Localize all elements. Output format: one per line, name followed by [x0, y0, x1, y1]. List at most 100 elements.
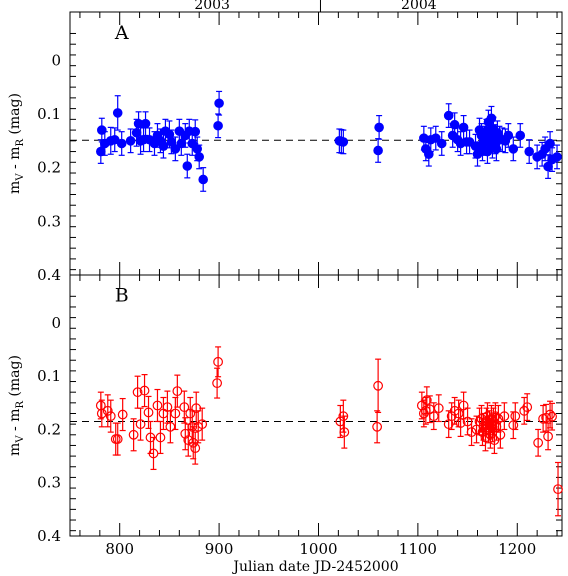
y-label-part: - m — [7, 147, 23, 174]
data-point — [170, 136, 181, 162]
marker-filled — [125, 136, 136, 146]
y-tick-label: 0.3 — [37, 212, 61, 230]
data-point — [515, 123, 526, 148]
data-point — [547, 402, 557, 431]
data-point — [524, 139, 535, 164]
marker-open — [190, 443, 201, 454]
data-point — [466, 418, 477, 447]
data-point — [213, 346, 223, 378]
data-point — [112, 95, 123, 131]
marker-filled — [338, 137, 349, 147]
data-point — [125, 128, 136, 154]
data-point — [128, 418, 139, 452]
marker-open — [543, 431, 553, 442]
marker-open — [522, 402, 533, 412]
y-axis-label: mV - mR (mag) — [7, 355, 26, 456]
data-point — [508, 411, 519, 440]
data-point — [190, 119, 201, 145]
data-point — [116, 131, 127, 156]
data-point — [508, 136, 519, 162]
marker-open — [132, 387, 143, 398]
marker-open — [112, 434, 123, 444]
marker-open — [495, 429, 506, 440]
x-axis: 800 900 1000 1100 1200 Julian date JD-2452000 — [105, 540, 536, 575]
marker-filled — [515, 130, 526, 141]
x-tick-label: 900 — [205, 540, 234, 558]
marker-open — [143, 407, 154, 418]
marker-filled — [449, 119, 460, 130]
y-tick-label: 0.1 — [37, 367, 61, 385]
panel-letter: B — [115, 285, 129, 307]
data-point — [543, 422, 553, 451]
marker-open — [372, 421, 383, 432]
y-tick-label: 0.3 — [37, 474, 61, 492]
y-tick-label: 0 — [51, 314, 61, 332]
marker-open — [433, 403, 444, 414]
marker-filled — [140, 118, 151, 129]
data-point — [213, 113, 223, 139]
y-label-part: m — [7, 443, 23, 456]
marker-open — [135, 419, 146, 430]
panel-b: 0 0.1 0.2 0.3 0.4 BmV - mR (mag) — [7, 274, 563, 545]
y-label-part: m — [7, 181, 23, 194]
marker-filled — [176, 138, 187, 149]
data-point — [197, 407, 208, 441]
data-point — [449, 112, 460, 138]
marker-filled — [545, 138, 555, 149]
data-point — [179, 390, 190, 424]
data-point — [110, 422, 121, 456]
data-point — [158, 133, 169, 159]
marker-open — [338, 411, 349, 422]
y-label-part: V — [15, 173, 26, 182]
y-axis-label: mV - mR (mag) — [7, 93, 26, 194]
data-point — [338, 129, 349, 155]
data-point — [430, 125, 441, 151]
marker-filled — [190, 126, 201, 137]
data-point — [495, 420, 506, 449]
data-point — [547, 147, 557, 173]
marker-open — [139, 385, 150, 396]
marker-open — [197, 419, 208, 430]
data-point — [443, 103, 454, 128]
marker-open — [117, 409, 128, 420]
marker-open — [96, 408, 107, 419]
x-tick-label: 1100 — [399, 540, 437, 558]
year-label: 2004 — [401, 0, 437, 13]
marker-open — [152, 400, 163, 411]
y-tick-label: 0.4 — [37, 527, 61, 545]
data-point — [194, 144, 205, 170]
marker-open — [128, 429, 139, 440]
panel-a: 0 0.1 0.2 0.3 0.4 AmV - mR (mag) — [7, 11, 563, 284]
data-point — [436, 131, 447, 156]
marker-filled — [158, 141, 169, 151]
marker-open — [179, 402, 190, 412]
marker-open — [553, 484, 563, 495]
marker-open — [446, 411, 457, 422]
marker-filled — [373, 145, 383, 156]
data-point — [190, 431, 201, 465]
y-label-part: (mag) — [7, 93, 23, 139]
data-point — [155, 420, 166, 455]
marker-filled — [198, 174, 208, 185]
data-point — [148, 436, 159, 471]
y-tick-label: 0.2 — [37, 420, 61, 438]
marker-filled — [194, 152, 205, 162]
x-tick-label: 1000 — [299, 540, 337, 558]
marker-open — [185, 408, 196, 419]
marker-filled — [430, 133, 441, 143]
marker-open — [533, 437, 544, 448]
data-point — [373, 138, 383, 163]
data-point — [180, 417, 191, 451]
marker-open — [105, 411, 116, 422]
y-tick-label: 0 — [51, 51, 61, 69]
data-point — [214, 90, 224, 116]
y-tick-label: 0.1 — [37, 105, 61, 123]
marker-filled — [443, 110, 454, 121]
marker-open — [493, 413, 504, 424]
data-point — [139, 374, 150, 408]
marker-filled — [182, 161, 193, 171]
x-tick-label: 800 — [105, 540, 134, 558]
data-point — [109, 127, 120, 153]
marker-filled — [508, 144, 519, 154]
y-label-part: V — [15, 435, 26, 444]
